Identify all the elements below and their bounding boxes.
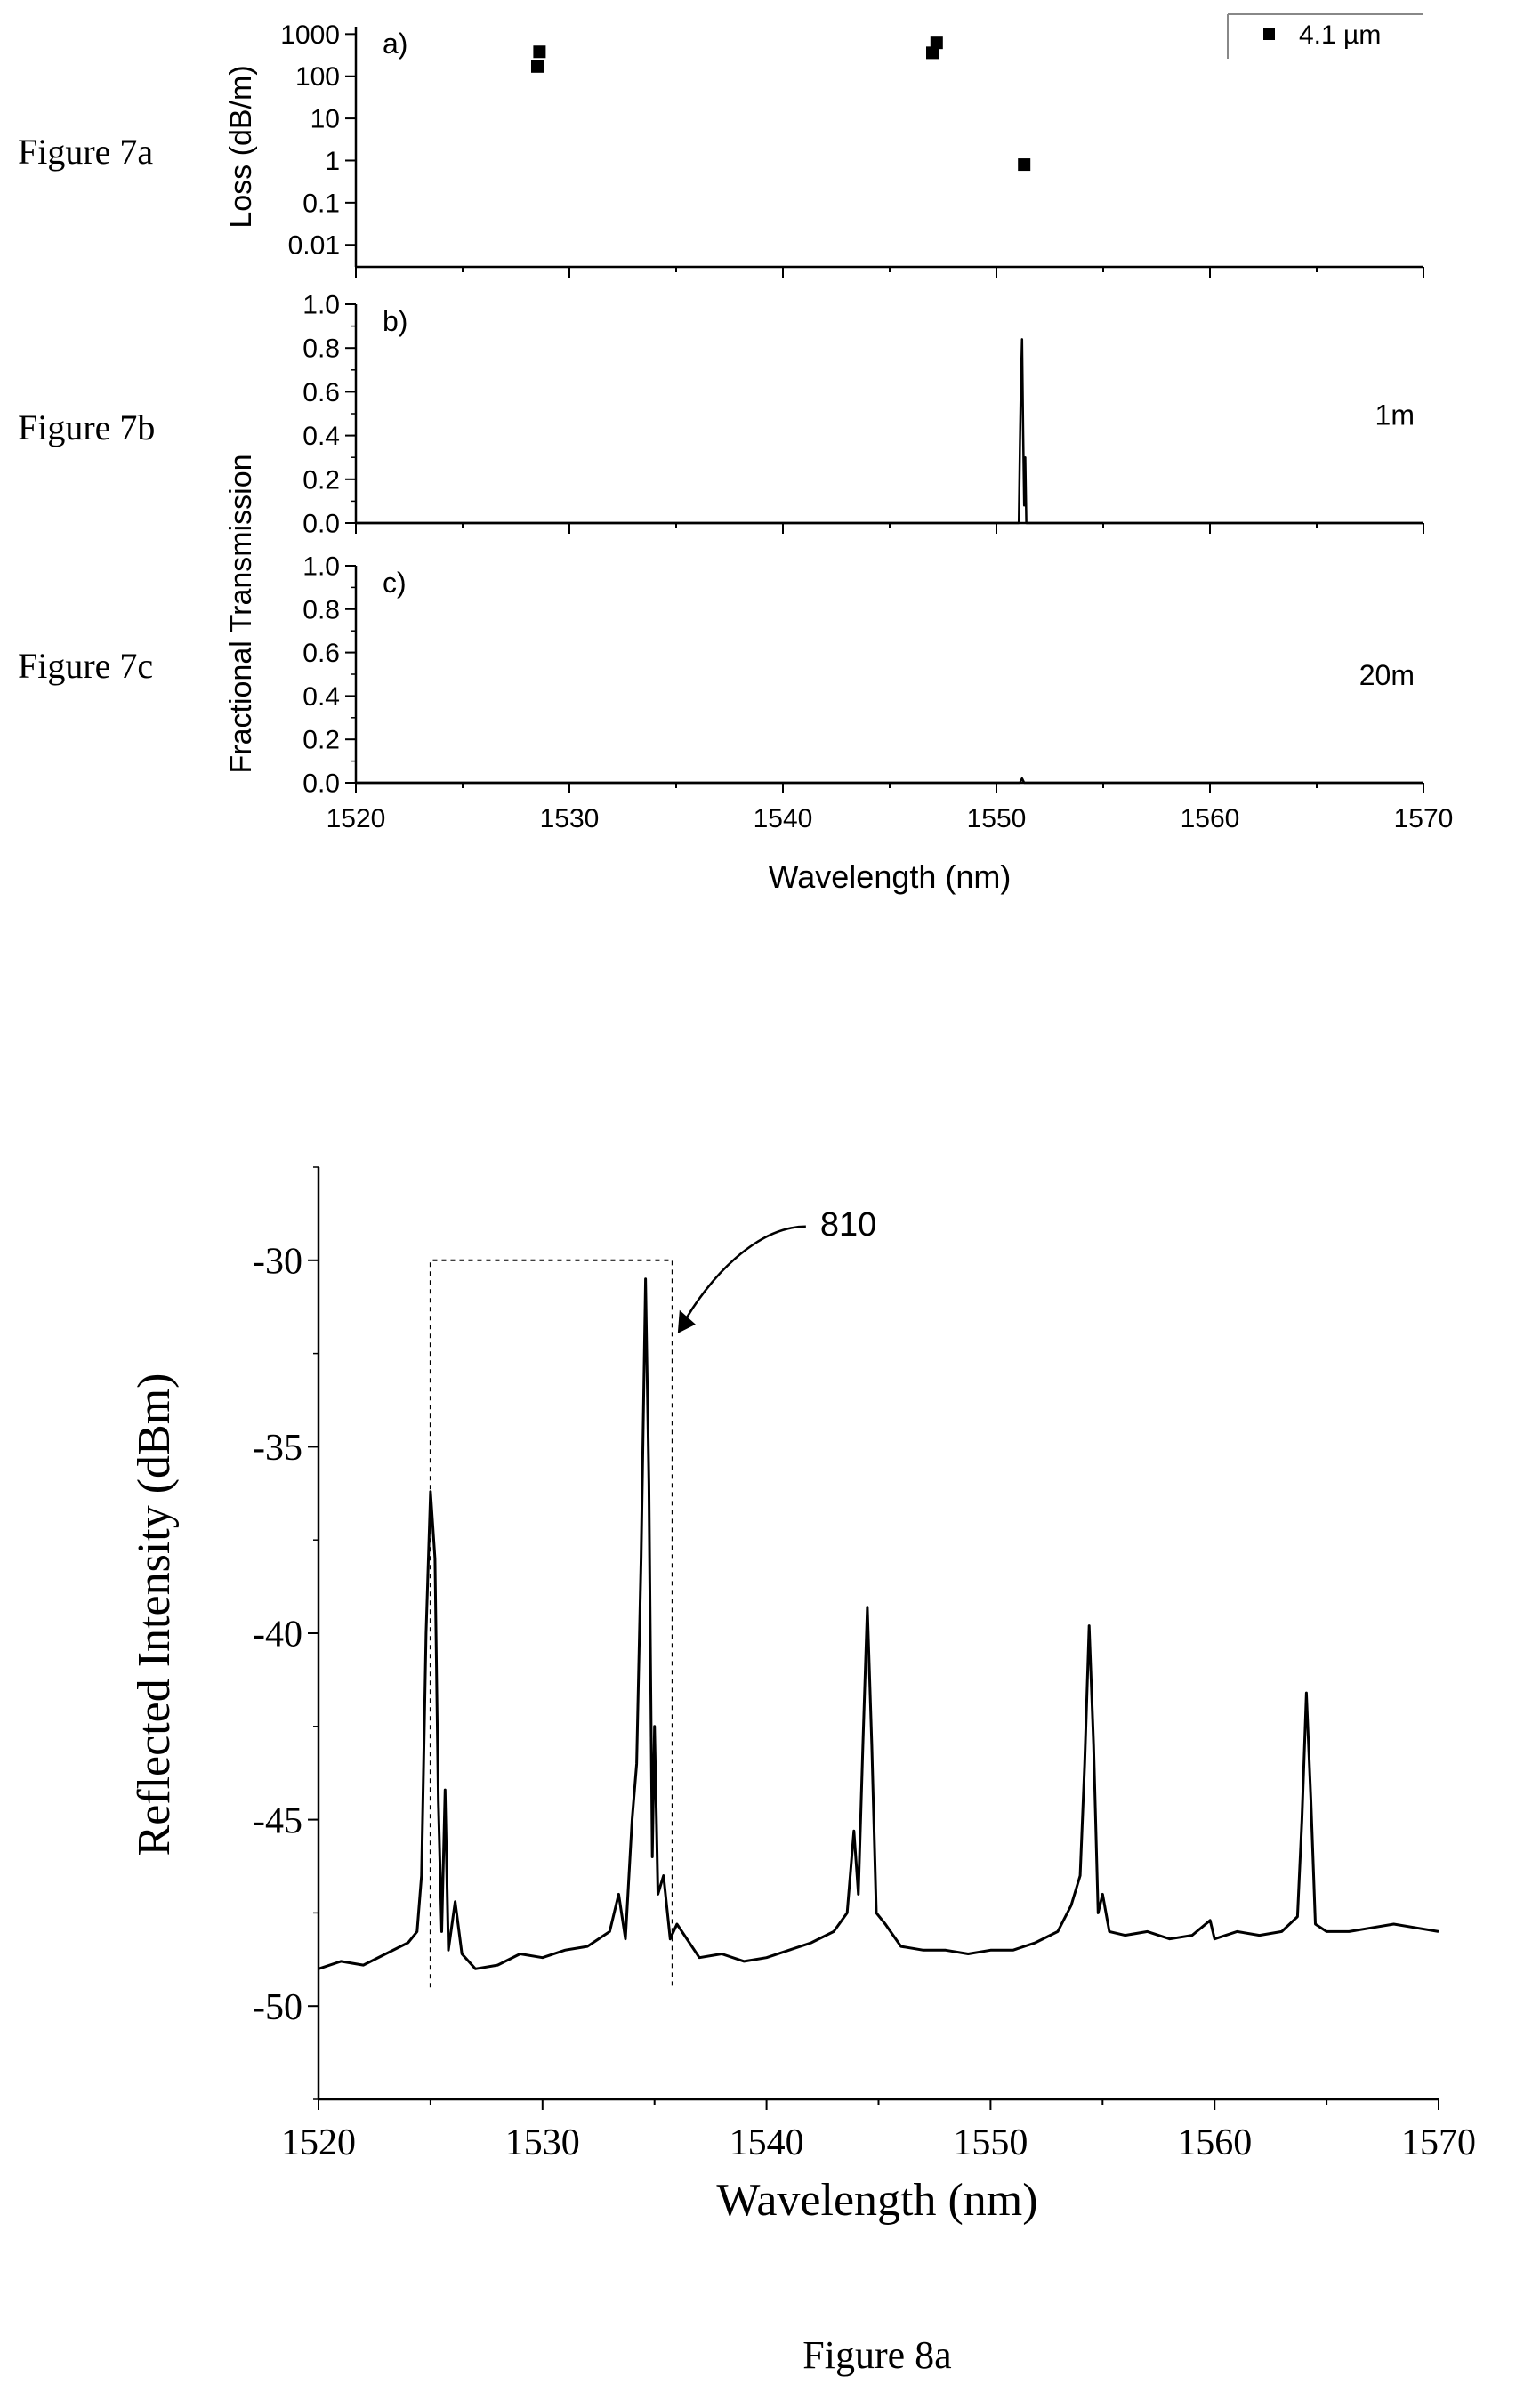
panel-label: c) — [383, 567, 407, 599]
y-tick-label: 0.2 — [302, 726, 340, 755]
x-tick-label: 1560 — [1181, 804, 1240, 834]
y-tick-label: -45 — [253, 1800, 302, 1841]
x-tick-label: 1530 — [540, 804, 600, 834]
y-tick-label: 0.6 — [302, 378, 340, 407]
data-point-marker — [926, 46, 939, 60]
x-tick-label: 1570 — [1394, 804, 1454, 834]
y-tick-label: 0.6 — [302, 639, 340, 668]
x-tick-label: 1540 — [730, 2122, 804, 2163]
fig7-ylabel-transmission: Fractional Transmission — [224, 454, 258, 773]
x-tick-label: 1540 — [754, 804, 813, 834]
series-line — [356, 338, 1423, 525]
fig7-xlabel: Wavelength (nm) — [769, 858, 1012, 895]
figure-7a-label: Figure 7a — [18, 132, 153, 172]
y-tick-label: 100 — [295, 62, 340, 92]
y-tick-label: -40 — [253, 1615, 302, 1655]
y-tick-label: 0.8 — [302, 334, 340, 364]
fig8a-ylabel: Reflected Intensity (dBm) — [129, 1373, 180, 1856]
y-tick-label: 10 — [310, 105, 340, 134]
y-tick-label: 1000 — [280, 20, 340, 50]
figure-8a-caption: Figure 8a — [802, 2333, 951, 2377]
length-annotation: 20m — [1359, 659, 1415, 691]
figure-7b-label: Figure 7b — [18, 407, 155, 447]
y-tick-label: 0.4 — [302, 682, 340, 712]
data-point-marker — [1018, 158, 1031, 172]
data-point-marker — [930, 36, 943, 50]
legend-entry: 4.1 µm — [1299, 20, 1381, 50]
panel-label: a) — [383, 28, 407, 60]
x-tick-label: 1570 — [1401, 2122, 1476, 2163]
legend-frame — [1227, 13, 1423, 59]
y-tick-label: -50 — [253, 1987, 302, 2028]
y-tick-label: 0.2 — [302, 465, 340, 495]
series-line — [356, 777, 1423, 785]
y-tick-label: 0.1 — [302, 189, 340, 218]
fig8a-xlabel: Wavelength (nm) — [716, 2175, 1037, 2226]
legend-marker — [1263, 28, 1275, 40]
chart-reflected-intensity: -30 -35 -40 -45 -50 1520 1530 1540 1550 1560 1570 8… — [253, 1166, 1476, 2163]
y-tick-label: 0.8 — [302, 595, 340, 624]
x-tick-label: 1550 — [953, 2122, 1028, 2163]
data-point-marker — [531, 60, 544, 73]
x-tick-label: 1550 — [967, 804, 1027, 834]
x-tick-label: 1530 — [505, 2122, 580, 2163]
x-tick-label: 1560 — [1177, 2122, 1252, 2163]
panel-label: b) — [383, 305, 407, 337]
y-tick-label: -35 — [253, 1428, 302, 1469]
chart-transmission-panel-c: 0.0 0.2 0.4 0.6 0.8 1.0 1520 1530 1540 1550 1560 15… — [302, 552, 1453, 834]
chart-transmission-panel-b: 0.0 0.2 0.4 0.6 0.8 1.0 b) 1m — [302, 291, 1424, 539]
y-tick-label: 1.0 — [302, 552, 340, 582]
y-tick-label: 0.4 — [302, 422, 340, 451]
series-line — [318, 1277, 1439, 1970]
y-tick-label: -30 — [253, 1242, 302, 1283]
annotation-arrowhead — [677, 1309, 696, 1333]
annotation-arrow — [680, 1225, 806, 1328]
y-tick-label: 0.0 — [302, 769, 340, 799]
x-tick-label: 1520 — [281, 2122, 356, 2163]
data-point-marker — [533, 45, 546, 59]
annotation-dashed-box — [429, 1259, 673, 1988]
chart-loss-panel-a: 1000 100 10 1 0.1 0.01 a) 4.1 µm — [280, 13, 1424, 278]
length-annotation: 1m — [1375, 399, 1415, 431]
y-tick-label: 0.01 — [288, 231, 340, 261]
fig7-ylabel-loss: Loss (dB/m) — [224, 65, 258, 228]
y-tick-label: 0.0 — [302, 510, 340, 539]
annotation-label: 810 — [820, 1206, 876, 1244]
y-tick-label: 1 — [325, 147, 340, 176]
x-tick-label: 1520 — [327, 804, 386, 834]
y-tick-label: 1.0 — [302, 291, 340, 320]
figure-7c-label: Figure 7c — [18, 646, 153, 686]
